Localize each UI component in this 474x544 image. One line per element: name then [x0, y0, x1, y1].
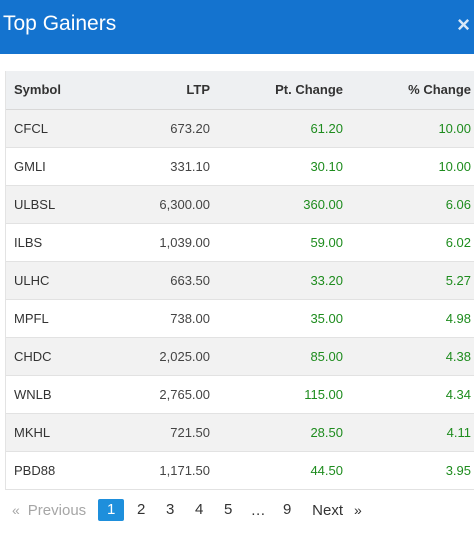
previous-arrow-icon: «: [12, 502, 20, 518]
cell-ltp: 2,765.00: [124, 375, 210, 414]
gainers-table: Symbol LTP Pt. Change % Change CFCL 673.2…: [6, 71, 474, 490]
cell-ltp: 331.10: [124, 147, 210, 186]
next-page-link[interactable]: Next: [312, 501, 343, 519]
page-link-3[interactable]: 3: [165, 501, 175, 518]
cell-pct-change: 4.11: [343, 413, 474, 452]
cell-ltp: 738.00: [124, 299, 210, 338]
cell-symbol[interactable]: GMLI: [6, 147, 124, 186]
pagination-ellipsis: …: [250, 501, 266, 519]
cell-symbol[interactable]: MKHL: [6, 413, 124, 452]
gainers-table-container: Symbol LTP Pt. Change % Change CFCL 673.2…: [5, 71, 474, 490]
cell-pct-change: 6.02: [343, 223, 474, 262]
cell-ltp: 1,039.00: [124, 223, 210, 262]
cell-symbol[interactable]: MPFL: [6, 299, 124, 338]
cell-pt-change: 44.50: [210, 451, 343, 490]
cell-pct-change: 3.95: [343, 451, 474, 490]
cell-pct-change: 10.00: [343, 147, 474, 186]
cell-pct-change: 4.38: [343, 337, 474, 376]
cell-pct-change: 4.34: [343, 375, 474, 414]
table-row[interactable]: MKHL 721.50 28.50 4.11: [6, 413, 474, 452]
cell-pt-change: 33.20: [210, 261, 343, 300]
cell-pt-change: 115.00: [210, 375, 343, 414]
next-arrow-icon: »: [354, 502, 362, 518]
page-link-4[interactable]: 4: [194, 501, 204, 518]
cell-ltp: 1,171.50: [124, 451, 210, 490]
cell-pt-change: 30.10: [210, 147, 343, 186]
table-row[interactable]: ULBSL 6,300.00 360.00 6.06: [6, 185, 474, 224]
column-header-pt-change[interactable]: Pt. Change: [210, 71, 343, 110]
page-link-2[interactable]: 2: [136, 501, 146, 518]
cell-symbol[interactable]: CFCL: [6, 109, 124, 148]
table-row[interactable]: CFCL 673.20 61.20 10.00: [6, 109, 474, 148]
table-row[interactable]: ULHC 663.50 33.20 5.27: [6, 261, 474, 300]
table-header-row: Symbol LTP Pt. Change % Change: [6, 71, 474, 110]
cell-pct-change: 10.00: [343, 109, 474, 148]
cell-symbol[interactable]: WNLB: [6, 375, 124, 414]
page-link-5[interactable]: 5: [223, 501, 233, 518]
page-link-1[interactable]: 1: [98, 499, 125, 521]
cell-symbol[interactable]: ULHC: [6, 261, 124, 300]
previous-page-link[interactable]: Previous: [27, 501, 87, 519]
table-row[interactable]: MPFL 738.00 35.00 4.98: [6, 299, 474, 338]
cell-pct-change: 4.98: [343, 299, 474, 338]
cell-symbol[interactable]: ILBS: [6, 223, 124, 262]
cell-symbol[interactable]: PBD88: [6, 451, 124, 490]
cell-ltp: 2,025.00: [124, 337, 210, 376]
cell-pt-change: 360.00: [210, 185, 343, 224]
close-icon[interactable]: ×: [457, 12, 470, 37]
modal-header: Top Gainers ×: [0, 0, 474, 54]
column-header-ltp[interactable]: LTP: [124, 71, 210, 110]
page-link-9[interactable]: 9: [282, 501, 292, 518]
cell-pt-change: 59.00: [210, 223, 343, 262]
table-row[interactable]: WNLB 2,765.00 115.00 4.34: [6, 375, 474, 414]
cell-ltp: 6,300.00: [124, 185, 210, 224]
cell-pct-change: 6.06: [343, 185, 474, 224]
table-row[interactable]: GMLI 331.10 30.10 10.00: [6, 147, 474, 186]
cell-pt-change: 85.00: [210, 337, 343, 376]
table-row[interactable]: CHDC 2,025.00 85.00 4.38: [6, 337, 474, 376]
cell-pt-change: 28.50: [210, 413, 343, 452]
modal-title: Top Gainers: [3, 12, 117, 35]
table-row[interactable]: PBD88 1,171.50 44.50 3.95: [6, 451, 474, 490]
column-header-pct-change[interactable]: % Change: [343, 71, 474, 110]
pagination: « Previous 1 2 3 4 5 … 9 Next »: [12, 498, 362, 522]
cell-ltp: 673.20: [124, 109, 210, 148]
cell-symbol[interactable]: ULBSL: [6, 185, 124, 224]
cell-pct-change: 5.27: [343, 261, 474, 300]
cell-symbol[interactable]: CHDC: [6, 337, 124, 376]
cell-ltp: 721.50: [124, 413, 210, 452]
cell-pt-change: 35.00: [210, 299, 343, 338]
column-header-symbol[interactable]: Symbol: [6, 71, 124, 110]
table-row[interactable]: ILBS 1,039.00 59.00 6.02: [6, 223, 474, 262]
cell-ltp: 663.50: [124, 261, 210, 300]
cell-pt-change: 61.20: [210, 109, 343, 148]
